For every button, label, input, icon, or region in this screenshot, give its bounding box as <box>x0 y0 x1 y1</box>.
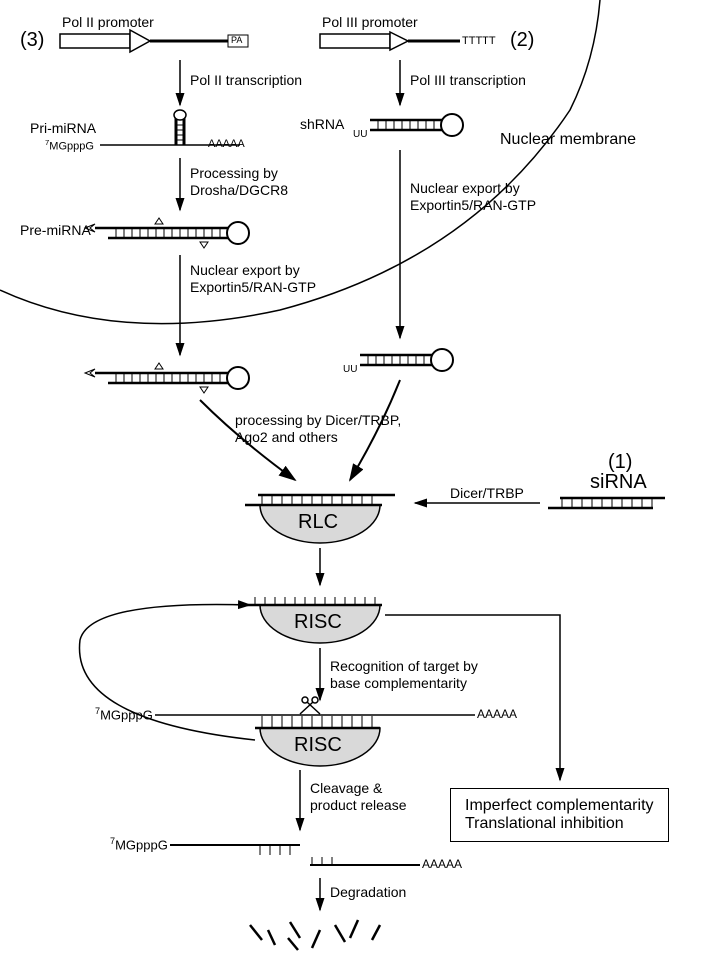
uu2-label: UU <box>343 364 357 376</box>
polII-promoter-icon <box>60 30 248 52</box>
entry3-label: (3) <box>20 28 44 52</box>
recog-label: Recognition of target by base complement… <box>330 658 478 692</box>
shrna-label: shRNA <box>300 116 344 133</box>
cleaved-mrna-icon <box>170 845 420 865</box>
sirna-icon <box>548 498 665 508</box>
pre-mirna-icon <box>85 218 249 248</box>
rlc-text: RLC <box>298 510 338 534</box>
cap-pri-label: 7MGpppG <box>45 138 94 154</box>
export-left-label: Nuclear export by Exportin5/RAN-GTP <box>190 262 316 296</box>
cap-target-label: 7MGpppG <box>95 706 153 723</box>
polyA-target-label: AAAAA <box>477 707 517 721</box>
polyA-cleaved-label: AAAAA <box>422 857 462 871</box>
cleave-label: Cleavage & product release <box>310 780 407 814</box>
pre-mirna-label: Pre-miRNA <box>20 222 91 239</box>
sirna-label: siRNA <box>590 470 647 494</box>
polyT-label: TTTTT <box>462 35 496 48</box>
polIII-prom-label: Pol III promoter <box>322 14 418 31</box>
polIII-promoter-icon <box>320 32 460 50</box>
risc-text: RISC <box>294 610 342 634</box>
scissors-icon <box>300 697 320 714</box>
polII-trans-label: Pol II transcription <box>190 72 302 89</box>
imperfect-box: Imperfect complementarity Translational … <box>450 788 669 842</box>
polII-prom-label: Pol II promoter <box>62 14 154 31</box>
fragments-icon <box>250 920 380 950</box>
pre-mirna-cyto-icon <box>85 363 249 393</box>
cap-cleaved-label: 7MGpppG <box>110 836 168 853</box>
arrow-risc-to-box <box>385 615 560 780</box>
dicer-trbp-label: Dicer/TRBP <box>450 485 524 502</box>
polIII-trans-label: Pol III transcription <box>410 72 526 89</box>
uu1-label: UU <box>353 129 367 141</box>
degrad-label: Degradation <box>330 884 406 901</box>
PA-label: PA <box>231 35 242 46</box>
nuc-membrane-label: Nuclear membrane <box>500 130 636 149</box>
shrna-cyto-icon <box>360 349 453 371</box>
drosha-label: Processing by Drosha/DGCR8 <box>190 165 288 199</box>
entry2-label: (2) <box>510 28 534 52</box>
risc-text-2: RISC <box>294 733 342 757</box>
export-right-label: Nuclear export by Exportin5/RAN-GTP <box>410 180 536 214</box>
shrna-icon <box>370 114 463 136</box>
pri-mirna-label: Pri-miRNA <box>30 120 96 137</box>
polyA-pri-label: AAAAA <box>208 138 245 151</box>
dicer-proc-label: processing by Dicer/TRBP, Ago2 and other… <box>235 412 401 446</box>
